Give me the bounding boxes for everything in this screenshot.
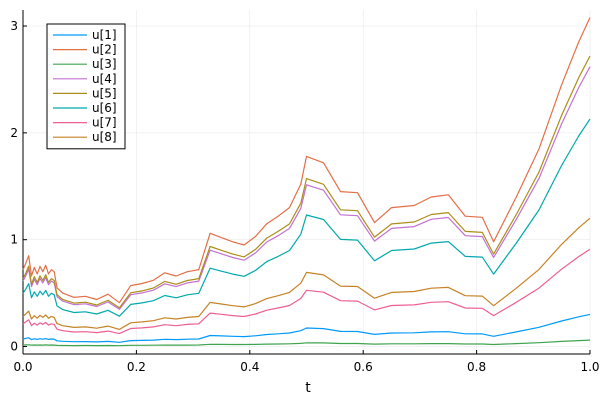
y-tick-label: 0: [10, 340, 18, 354]
x-tick-label: 0.2: [127, 360, 146, 374]
series-line-8: [22, 217, 591, 330]
y-tick-label: 1: [10, 233, 18, 247]
x-tick-label: 0.6: [354, 360, 373, 374]
legend-label-6: u[6]: [92, 101, 117, 115]
x-axis-label: t: [305, 380, 311, 396]
x-tick-label: 0.8: [467, 360, 486, 374]
y-tick-label: 3: [10, 19, 18, 33]
legend-label-4: u[4]: [92, 72, 117, 86]
legend-box: [46, 23, 126, 150]
legend-label-2: u[2]: [92, 43, 117, 57]
tick-labels: 0.0 0.2 0.4 0.6 0.8 1.0 0 1 2 3: [10, 19, 599, 374]
series-lines: [22, 17, 591, 347]
series-line-2: [22, 17, 591, 304]
y-tick-label: 2: [10, 126, 18, 140]
legend-label-7: u[7]: [92, 116, 117, 130]
series-line-1: [22, 313, 591, 343]
legend-label-5: u[5]: [92, 86, 117, 100]
legend-label-3: u[3]: [92, 57, 117, 71]
x-tick-label: 0.4: [240, 360, 259, 374]
series-line-6: [22, 118, 591, 317]
legend-label-1: u[1]: [92, 28, 117, 42]
x-tick-label: 1.0: [580, 360, 599, 374]
axes: [22, 10, 591, 355]
series-line-7: [22, 248, 591, 335]
series-line-4: [22, 66, 591, 310]
legend-label-8: u[8]: [92, 130, 117, 144]
series-line-5: [22, 55, 591, 309]
series-line-3: [22, 339, 591, 347]
legend: u[1]u[2]u[3]u[4]u[5]u[6]u[7]u[8]: [46, 23, 126, 150]
x-tick-label: 0.0: [13, 360, 32, 374]
